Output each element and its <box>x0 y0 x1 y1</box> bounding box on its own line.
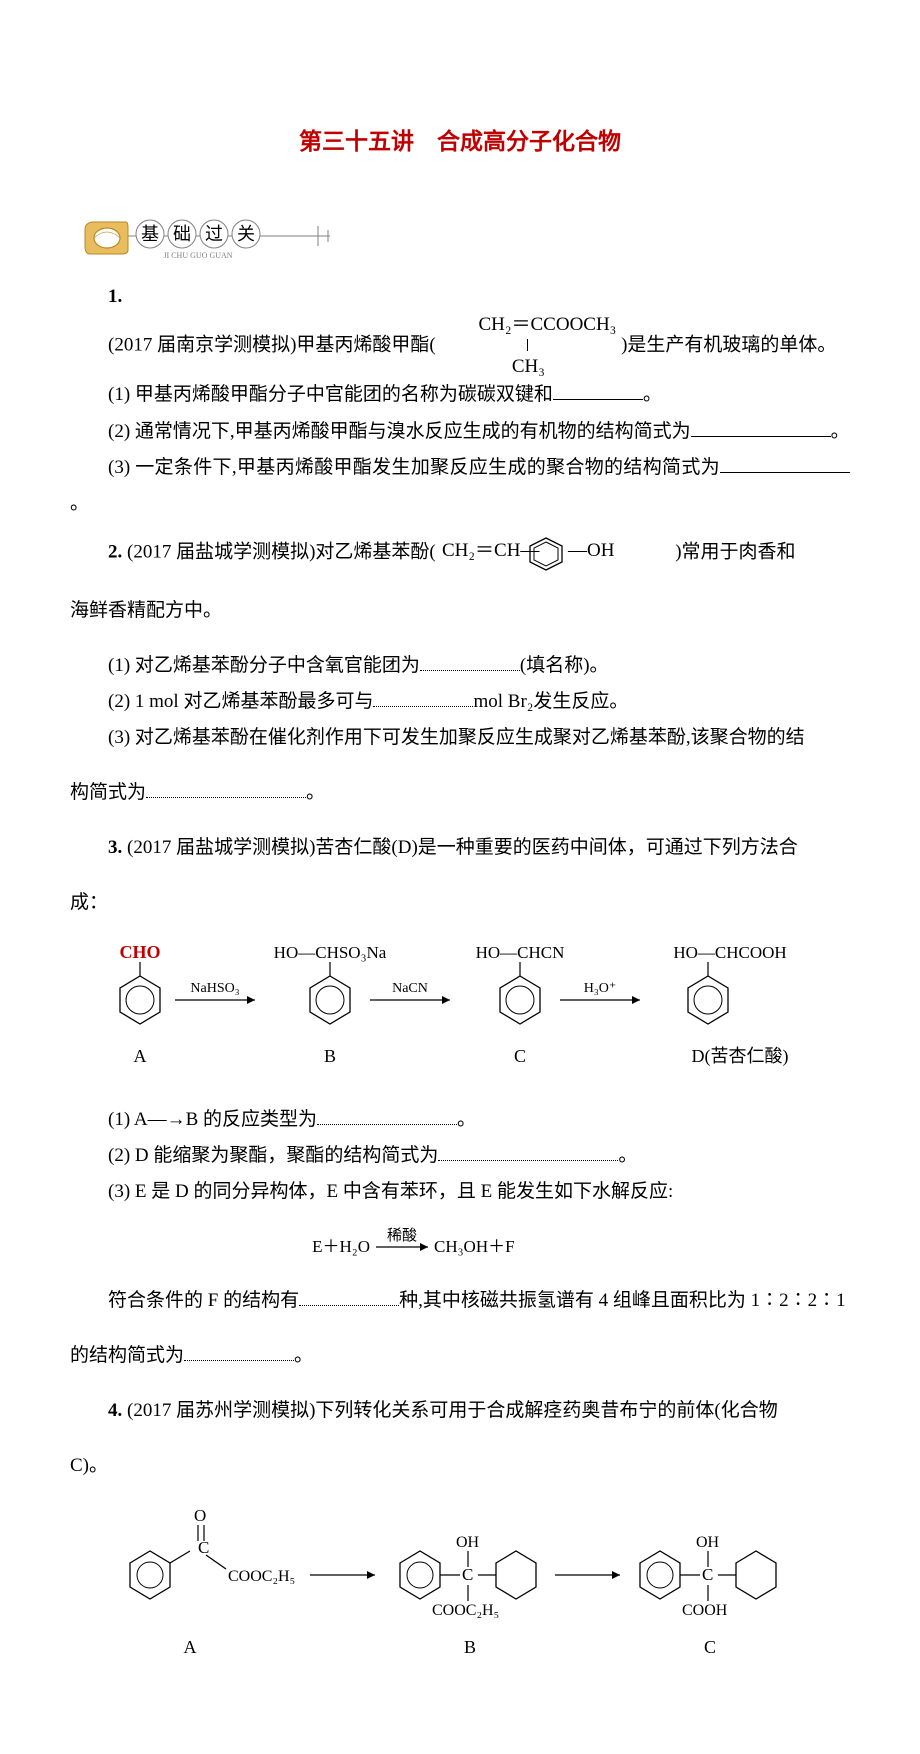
q2-part2: (2) 1 mol 对乙烯基苯酚最多可与mol Br₂发生反应。 <box>70 684 850 720</box>
q1-formula-top: CH₂＝CCOOCH₃ <box>478 314 616 335</box>
q3-blank1 <box>317 1105 457 1125</box>
banner-char-4: 关 <box>232 220 260 248</box>
svg-text:C: C <box>702 1565 713 1584</box>
q2-part3-tail: 构简式为。 <box>70 775 850 811</box>
svg-text:CH₃OH＋F: CH₃OH＋F <box>434 1237 515 1256</box>
svg-text:H₃O⁺: H₃O⁺ <box>584 981 617 996</box>
svg-text:HO—CHCN: HO—CHCN <box>476 943 565 962</box>
q2-stem: 2. (2017 届盐城学测模拟)对乙烯基苯酚( CH₂＝CH— —OH )常用… <box>70 532 850 574</box>
svg-text:NaCN: NaCN <box>392 981 428 996</box>
q1-blank2 <box>691 417 831 437</box>
q3-scheme: CHO A NaHSO₃ HO—CHSO₃Na B NaCN HO—CHCN <box>70 940 850 1093</box>
banner-pinyin: JI CHU GUO GUAN <box>163 251 232 260</box>
svg-text:C: C <box>704 1637 716 1657</box>
svg-text:NaHSO₃: NaHSO₃ <box>190 981 239 996</box>
banner-char-3: 过 <box>200 220 228 248</box>
q4-stem: 4. (2017 届苏州学测模拟)下列转化关系可用于合成解痉药奥昔布宁的前体(化… <box>70 1393 850 1429</box>
svg-text:E＋H₂O: E＋H₂O <box>312 1237 370 1256</box>
q3-equation: E＋H₂O 稀酸 CH₃OH＋F <box>70 1222 850 1275</box>
svg-text:COOH: COOH <box>682 1602 728 1619</box>
svg-text:D(苦杏仁酸): D(苦杏仁酸) <box>692 1046 789 1067</box>
q3-blank2 <box>438 1141 618 1161</box>
q1-number: 1. <box>70 279 850 315</box>
svg-text:COOC₂H₅: COOC₂H₅ <box>228 1568 295 1585</box>
q4-scheme: C O COOC₂H₅ A C OH COOC₂H₅ B <box>70 1503 850 1686</box>
q3-stem-tail: 成： <box>70 885 850 921</box>
banner-char-1: 基 <box>136 220 164 248</box>
svg-text:过: 过 <box>205 224 223 244</box>
svg-text:A: A <box>184 1637 197 1657</box>
q2-part1: (1) 对乙烯基苯酚分子中含氧官能团为(填名称)。 <box>70 648 850 684</box>
q1-formula-bottom: CH₃ <box>512 356 545 377</box>
q3-part4-tail: 的结构简式为。 <box>70 1338 850 1374</box>
q1-stem: (2017 届南京学测模拟)甲基丙烯酸甲酯( CH₂＝CCOOCH₃ CH₃ )… <box>70 315 850 378</box>
svg-text:基: 基 <box>141 224 159 244</box>
q3-part1: (1) A―→B 的反应类型为。 <box>70 1102 850 1138</box>
q2-blank3 <box>146 778 306 798</box>
svg-text:CHO: CHO <box>119 942 160 962</box>
svg-text:—OH: —OH <box>567 540 615 561</box>
svg-text:HO—CHSO₃Na: HO—CHSO₃Na <box>274 943 387 962</box>
svg-text:C: C <box>462 1565 473 1584</box>
svg-text:HO—CHCOOH: HO—CHCOOH <box>673 943 786 962</box>
svg-text:OH: OH <box>696 1534 720 1551</box>
svg-text:B: B <box>464 1637 476 1657</box>
q3-part4: 符合条件的 F 的结构有种,其中核磁共振氢谱有 4 组峰且面积比为 1∶2∶2∶… <box>70 1283 850 1319</box>
q4-stem-tail: C)。 <box>70 1448 850 1484</box>
svg-text:CH₂＝CH—: CH₂＝CH— <box>442 540 540 561</box>
svg-text:OH: OH <box>456 1534 480 1551</box>
q1-part2: (2) 通常情况下,甲基丙烯酸甲酯与溴水反应生成的有机物的结构简式为。 <box>70 414 850 450</box>
svg-text:稀酸: 稀酸 <box>387 1227 417 1244</box>
q2-formula: CH₂＝CH— —OH <box>440 532 670 574</box>
page-title: 第三十五讲 合成高分子化合物 <box>70 120 850 164</box>
q1-part1: (1) 甲基丙烯酸甲酯分子中官能团的名称为碳碳双键和。 <box>70 377 850 413</box>
q3-blank4b <box>184 1341 294 1361</box>
svg-text:A: A <box>134 1046 147 1066</box>
section-banner: 基 础 过 关 JI CHU GUO GUAN <box>70 204 850 264</box>
svg-text:C: C <box>514 1046 526 1066</box>
q1-blank3 <box>720 453 850 473</box>
q2-part3: (3) 对乙烯基苯酚在催化剂作用下可发生加聚反应生成聚对乙烯基苯酚,该聚合物的结 <box>70 720 850 756</box>
q3-part3: (3) E 是 D 的同分异构体，E 中含有苯环，且 E 能发生如下水解反应: <box>70 1174 850 1210</box>
svg-text:B: B <box>324 1046 336 1066</box>
svg-text:关: 关 <box>237 224 255 244</box>
q1-blank1 <box>553 380 643 400</box>
q1-part3: (3) 一定条件下,甲基丙烯酸甲酯发生加聚反应生成的聚合物的结构简式为。 <box>70 450 850 522</box>
q2-stem-tail: 海鲜香精配方中。 <box>70 593 850 629</box>
q3-stem: 3. (2017 届盐城学测模拟)苦杏仁酸(D)是一种重要的医药中间体，可通过下… <box>70 830 850 866</box>
banner-char-2: 础 <box>168 220 196 248</box>
q2-blank2 <box>373 687 473 707</box>
q3-part2: (2) D 能缩聚为聚酯，聚酯的结构简式为。 <box>70 1138 850 1174</box>
svg-text:O: O <box>194 1506 206 1525</box>
q2-blank1 <box>420 651 520 671</box>
q3-blank4a <box>299 1286 399 1306</box>
svg-text:COOC₂H₅: COOC₂H₅ <box>432 1602 499 1619</box>
svg-text:础: 础 <box>173 224 191 244</box>
